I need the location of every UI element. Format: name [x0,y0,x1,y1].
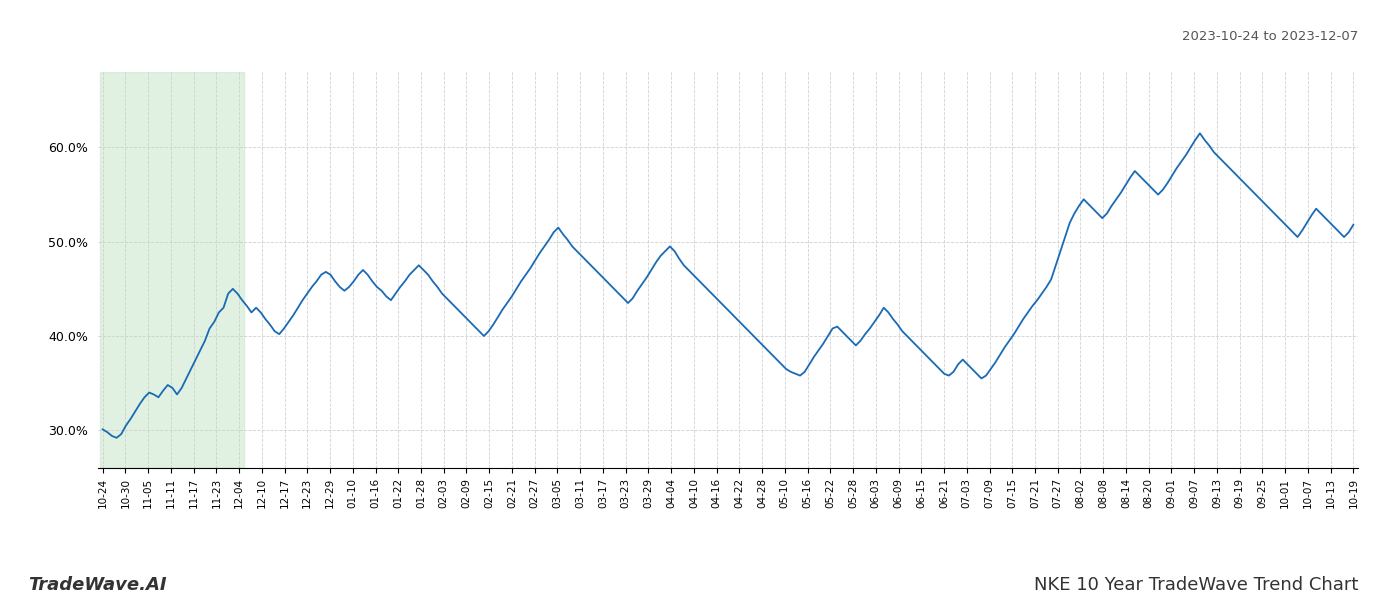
Text: TradeWave.AI: TradeWave.AI [28,576,167,594]
Text: NKE 10 Year TradeWave Trend Chart: NKE 10 Year TradeWave Trend Chart [1033,576,1358,594]
Text: 2023-10-24 to 2023-12-07: 2023-10-24 to 2023-12-07 [1182,30,1358,43]
Bar [101,72,245,468]
